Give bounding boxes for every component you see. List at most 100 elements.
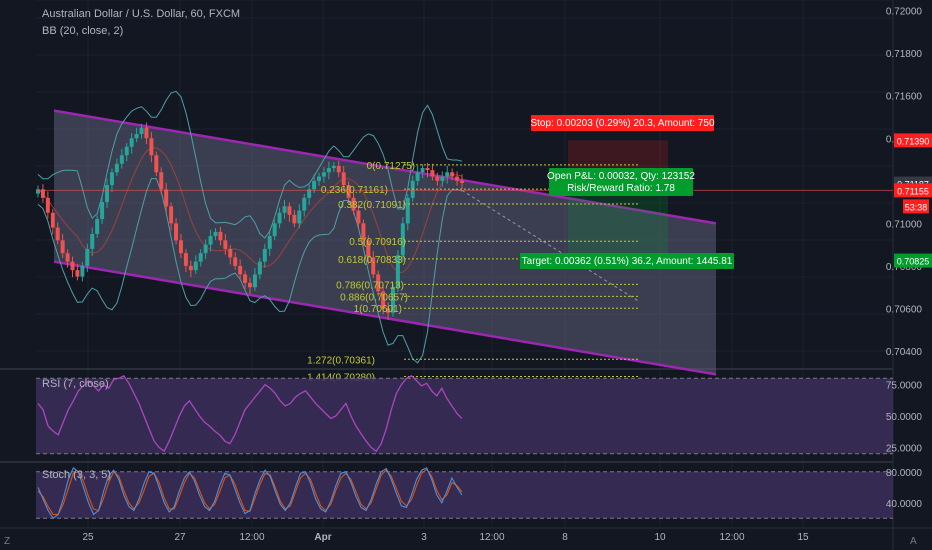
- fib-label-1: 0.236(0.71161): [321, 185, 388, 196]
- candle-body-10: [85, 248, 90, 266]
- candle-body-78: [420, 168, 425, 173]
- time-tick-3: Apr: [314, 532, 331, 543]
- target-zone: [568, 190, 668, 261]
- time-tick-0: 25: [82, 532, 94, 543]
- stop-label-box: [531, 115, 714, 131]
- price-badge-text-4: 0.70825: [897, 257, 930, 267]
- candle-body-5: [60, 240, 65, 254]
- target-label-text-0: Target: 0.00362 (0.51%) 36.2, Amount: 14…: [522, 256, 733, 267]
- symbol-title: Australian Dollar / U.S. Dollar, 60, FXC…: [42, 8, 241, 20]
- price-badge-4: [894, 253, 932, 268]
- candle-body-81: [435, 176, 440, 181]
- candle-body-20: [134, 134, 139, 139]
- time-tick-9: 15: [797, 532, 809, 543]
- pnl-label-text-0: Open P&L: 0.00032, Qty: 123152: [547, 171, 695, 182]
- candle-body-36: [213, 231, 218, 237]
- price-badge-text-3: 53:38: [905, 202, 928, 212]
- candle-body-35: [208, 236, 213, 245]
- stoch-tick-1: 40.0000: [886, 499, 923, 510]
- rsi-legend: RSI (7, close): [42, 378, 109, 390]
- price-tick-2: 0.71600: [886, 92, 923, 103]
- candle-body-61: [336, 165, 341, 173]
- fib-label-9: 1.414(0.70280): [307, 373, 375, 384]
- time-tick-1: 27: [174, 532, 186, 543]
- bb-upper-band: [37, 90, 463, 239]
- candle-body-53: [297, 210, 302, 224]
- candle-body-3: [50, 212, 55, 228]
- rsi-line: [37, 374, 463, 453]
- candle-body-16: [114, 163, 119, 173]
- candle-body-30: [183, 253, 188, 266]
- candle-body-84: [450, 172, 455, 177]
- candle-body-13: [100, 202, 105, 220]
- stoch-legend: Stoch (3, 3, 5): [42, 469, 112, 481]
- candle-body-50: [282, 206, 287, 213]
- candle-body-59: [326, 168, 331, 173]
- candle-body-75: [405, 197, 410, 224]
- stoch-band-fill: [36, 471, 893, 519]
- candle-body-38: [223, 240, 228, 249]
- candle-body-77: [415, 172, 420, 181]
- time-tick-2: 12:00: [239, 532, 264, 543]
- candle-body-8: [75, 270, 80, 277]
- candle-body-65: [356, 210, 361, 224]
- candle-body-80: [430, 170, 435, 177]
- candle-body-40: [233, 257, 238, 266]
- candle-body-71: [386, 308, 391, 313]
- time-tick-6: 8: [562, 532, 568, 543]
- time-tick-7: 10: [654, 532, 666, 543]
- candle-body-9: [80, 265, 85, 277]
- candle-body-73: [395, 255, 400, 288]
- candle-body-70: [381, 291, 386, 309]
- candle-body-54: [302, 197, 307, 211]
- candle-body-26: [164, 189, 169, 207]
- candle-body-29: [178, 240, 183, 254]
- candle-body-28: [174, 223, 179, 241]
- price-badge-0: [894, 133, 932, 148]
- candle-body-83: [445, 172, 450, 177]
- bb-legend: BB (20, close, 2): [42, 25, 124, 37]
- candle-body-14: [105, 185, 110, 203]
- price-tick-7: 0.70400: [886, 347, 923, 358]
- timezone-toggle[interactable]: Z: [4, 536, 11, 547]
- fib-label-5: 0.786(0.70713): [336, 280, 404, 291]
- fib-label-4: 0.618(0.70833): [338, 255, 406, 266]
- bb-lower-band: [37, 178, 463, 364]
- candle-body-57: [317, 176, 322, 181]
- candle-body-49: [277, 212, 282, 224]
- candle-body-23: [149, 138, 154, 156]
- candle-body-37: [218, 231, 223, 241]
- price-badge-text-2: 0.71155: [897, 186, 929, 196]
- candle-body-27: [169, 206, 174, 224]
- candle-body-24: [154, 155, 159, 173]
- candle-body-32: [193, 261, 198, 271]
- auto-scale-toggle[interactable]: A: [910, 536, 917, 547]
- candle-body-79: [425, 168, 430, 171]
- candle-body-64: [351, 197, 356, 211]
- price-tick-0: 0.72000: [886, 7, 923, 18]
- candle-body-25: [159, 172, 164, 190]
- time-tick-4: 3: [421, 532, 427, 543]
- candle-body-82: [440, 176, 445, 181]
- regression-channel-fill: [54, 110, 716, 375]
- candle-body-43: [248, 282, 252, 288]
- stop-label-text-0: Stop: 0.00203 (0.29%) 20.3, Amount: 750: [530, 118, 714, 129]
- target-label-box: [520, 253, 734, 269]
- time-tick-5: 12:00: [479, 532, 504, 543]
- candle-body-39: [228, 248, 233, 258]
- candle-body-55: [307, 189, 312, 198]
- candle-body-74: [400, 223, 405, 256]
- fib-label-8: 1.272(0.70361): [307, 355, 375, 366]
- pnl-label-text-1: Risk/Reward Ratio: 1.78: [567, 183, 675, 194]
- candle-body-12: [95, 219, 100, 234]
- candle-body-51: [287, 206, 292, 215]
- candle-body-17: [119, 155, 124, 164]
- candle-body-72: [390, 287, 395, 313]
- candle-body-67: [366, 240, 371, 258]
- candle-body-60: [331, 165, 336, 169]
- candle-body-66: [361, 223, 366, 241]
- fib-label-7: 1(0.70601): [354, 304, 402, 315]
- candle-body-11: [90, 233, 95, 249]
